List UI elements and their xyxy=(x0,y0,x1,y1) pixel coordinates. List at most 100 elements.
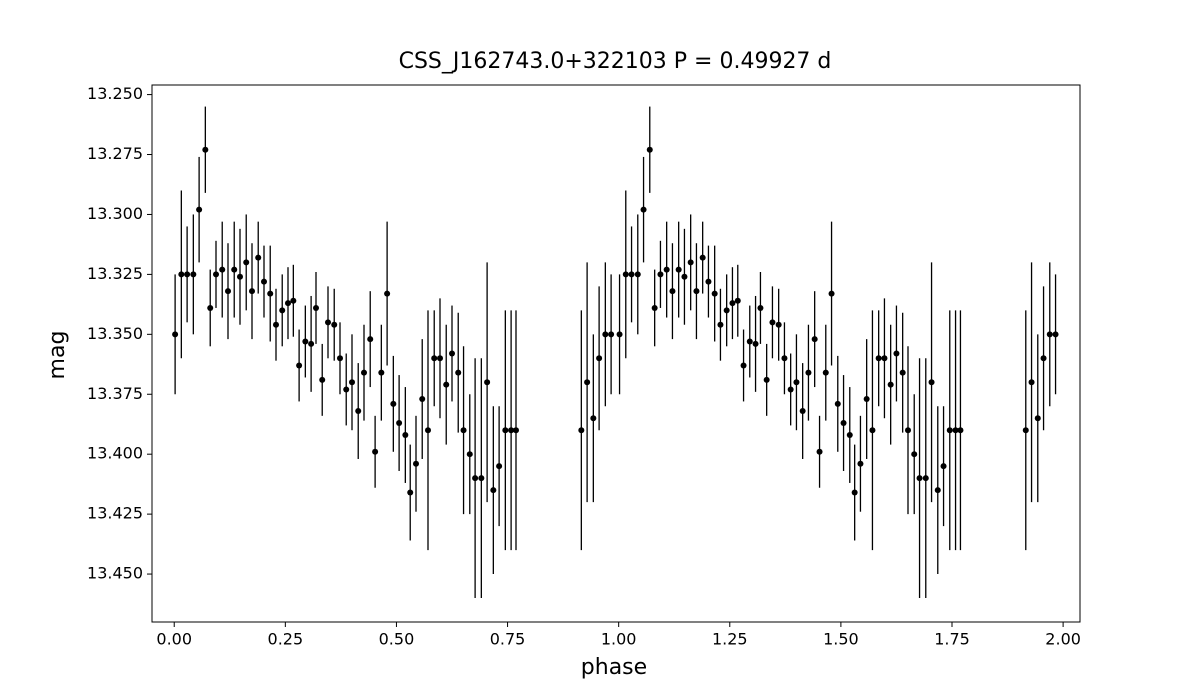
data-point xyxy=(1022,427,1029,434)
y-tick-label: 13.350 xyxy=(87,324,143,343)
data-point xyxy=(952,427,959,434)
data-point xyxy=(1052,331,1059,338)
data-point xyxy=(502,427,509,434)
x-tick-label: 2.00 xyxy=(1045,630,1081,649)
data-point xyxy=(390,400,397,407)
data-point xyxy=(584,379,591,386)
data-point xyxy=(663,266,670,273)
data-point xyxy=(934,487,941,494)
data-point xyxy=(822,369,829,376)
data-point xyxy=(911,451,918,458)
data-point xyxy=(331,321,338,328)
data-point xyxy=(775,321,782,328)
y-axis-label: mag xyxy=(45,331,70,380)
data-point xyxy=(628,271,635,278)
data-point xyxy=(705,278,712,285)
data-point xyxy=(243,259,250,266)
y-tick-label: 13.400 xyxy=(87,444,143,463)
y-tick-label: 13.325 xyxy=(87,264,143,283)
data-point xyxy=(634,271,641,278)
data-point xyxy=(219,266,226,273)
data-point xyxy=(669,288,676,295)
data-point xyxy=(916,475,923,482)
data-point xyxy=(899,369,906,376)
x-tick-label: 0.50 xyxy=(379,630,415,649)
data-point xyxy=(372,448,379,455)
data-point xyxy=(651,304,658,311)
data-point xyxy=(1034,415,1041,422)
x-tick-label: 1.25 xyxy=(712,630,748,649)
data-point xyxy=(596,355,603,362)
x-tick-label: 0.25 xyxy=(268,630,304,649)
data-point xyxy=(355,408,362,415)
data-point xyxy=(184,271,191,278)
data-point xyxy=(805,369,812,376)
data-point xyxy=(816,448,823,455)
y-tick-label: 13.250 xyxy=(87,84,143,103)
data-point xyxy=(752,340,759,347)
data-point xyxy=(172,331,179,338)
data-point xyxy=(472,475,479,482)
data-point xyxy=(225,288,231,295)
data-point xyxy=(846,432,853,439)
data-point xyxy=(681,273,688,280)
data-point xyxy=(734,297,741,304)
data-point xyxy=(799,408,806,415)
data-point xyxy=(261,278,267,285)
data-point xyxy=(279,307,286,314)
data-point xyxy=(237,273,243,280)
data-point xyxy=(402,432,409,439)
data-point xyxy=(622,271,629,278)
data-point xyxy=(746,338,753,345)
data-point xyxy=(905,427,911,434)
data-point xyxy=(190,271,197,278)
data-point xyxy=(602,331,609,338)
data-point xyxy=(699,254,706,261)
data-point xyxy=(437,355,443,362)
data-point xyxy=(887,381,894,388)
data-point xyxy=(196,206,203,213)
x-tick-label: 0.75 xyxy=(490,630,526,649)
data-point xyxy=(478,475,485,482)
data-point xyxy=(657,271,664,278)
data-point xyxy=(361,369,367,376)
x-tick-label: 0.00 xyxy=(156,630,192,649)
data-point xyxy=(757,304,764,311)
data-point xyxy=(646,146,653,153)
data-point xyxy=(202,146,209,153)
data-point xyxy=(675,266,682,273)
data-point xyxy=(863,396,870,403)
data-point xyxy=(490,487,497,494)
data-point xyxy=(455,369,462,376)
data-point xyxy=(922,475,929,482)
plot-frame xyxy=(151,84,1081,623)
data-point xyxy=(460,427,467,434)
data-point xyxy=(857,460,864,467)
data-point xyxy=(343,386,350,393)
data-point xyxy=(431,355,438,362)
data-point xyxy=(419,396,426,403)
data-point xyxy=(496,463,503,470)
data-point xyxy=(793,379,800,386)
data-point xyxy=(957,427,964,434)
data-point xyxy=(781,355,788,362)
data-point xyxy=(875,355,882,362)
data-point xyxy=(249,288,255,295)
data-point xyxy=(449,350,455,357)
data-point xyxy=(869,427,876,434)
data-point xyxy=(349,379,355,386)
data-point xyxy=(729,300,736,307)
data-point xyxy=(928,379,935,386)
data-point xyxy=(811,336,818,343)
data-point xyxy=(466,451,473,458)
data-point xyxy=(513,427,519,434)
data-point xyxy=(484,379,491,386)
data-point xyxy=(273,321,279,328)
y-tick-label: 13.425 xyxy=(87,504,143,523)
data-point xyxy=(207,304,214,311)
y-tick-label: 13.375 xyxy=(87,384,143,403)
x-tick-label: 1.75 xyxy=(934,630,970,649)
data-point xyxy=(413,460,419,467)
data-point xyxy=(231,266,238,273)
